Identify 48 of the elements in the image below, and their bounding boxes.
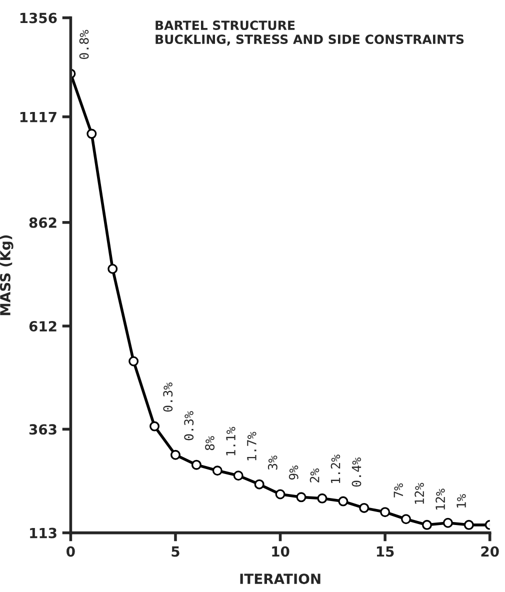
y-axis-title: MASS (Kg) (0, 235, 14, 316)
point (359, 502, 370, 513)
y-tick-label: 612 (29, 321, 56, 332)
annotation: 1.2% (330, 454, 340, 484)
annotation: 1.1% (226, 426, 236, 456)
x-tick-label: 20 (481, 546, 499, 557)
point (150, 421, 160, 432)
point (212, 466, 222, 476)
annotation: 12% (436, 488, 445, 510)
annotation: 3% (268, 456, 278, 470)
point (464, 520, 474, 530)
point (442, 518, 453, 528)
annotation: 0.3% (184, 411, 194, 440)
point (86, 128, 97, 139)
point (338, 496, 348, 506)
point (128, 356, 139, 366)
y-tick-label: 862 (29, 217, 56, 228)
y-tick-label: 1356 (20, 12, 57, 24)
point (233, 470, 244, 481)
annotation: 2% (310, 468, 320, 482)
point (296, 492, 306, 502)
point (254, 479, 264, 490)
annotation: 0.4% (352, 458, 362, 487)
annotation: 0.8% (79, 30, 89, 59)
point (380, 507, 390, 518)
annotation: 9% (288, 466, 298, 480)
point (317, 493, 328, 504)
y-tick-label: 1117 (20, 112, 56, 122)
text: BARTEL STRUCTURE BUCKLING, STRESS AND SIDE CONSTRAINTS (156, 20, 464, 46)
point (275, 489, 286, 500)
x-tick-label: 15 (376, 546, 394, 557)
annotation: 7% (394, 483, 403, 498)
annotation: 12% (414, 482, 424, 504)
annotation: 0.3% (163, 382, 173, 412)
point (170, 450, 180, 460)
point (422, 520, 432, 530)
annotation: 8% (205, 436, 215, 450)
x-tick-label: 5 (172, 546, 180, 557)
y-tick-label: 363 (29, 424, 56, 435)
point (401, 514, 412, 524)
annotation: 1% (456, 494, 466, 508)
x-axis-title: ITERATION (240, 574, 320, 584)
point (108, 264, 118, 274)
x-tick-label: 0 (66, 546, 75, 557)
point (191, 460, 202, 470)
y-tick-label: 113 (30, 528, 56, 538)
x-tick-label: 10 (272, 546, 290, 557)
annotation: 1.7% (247, 432, 256, 460)
